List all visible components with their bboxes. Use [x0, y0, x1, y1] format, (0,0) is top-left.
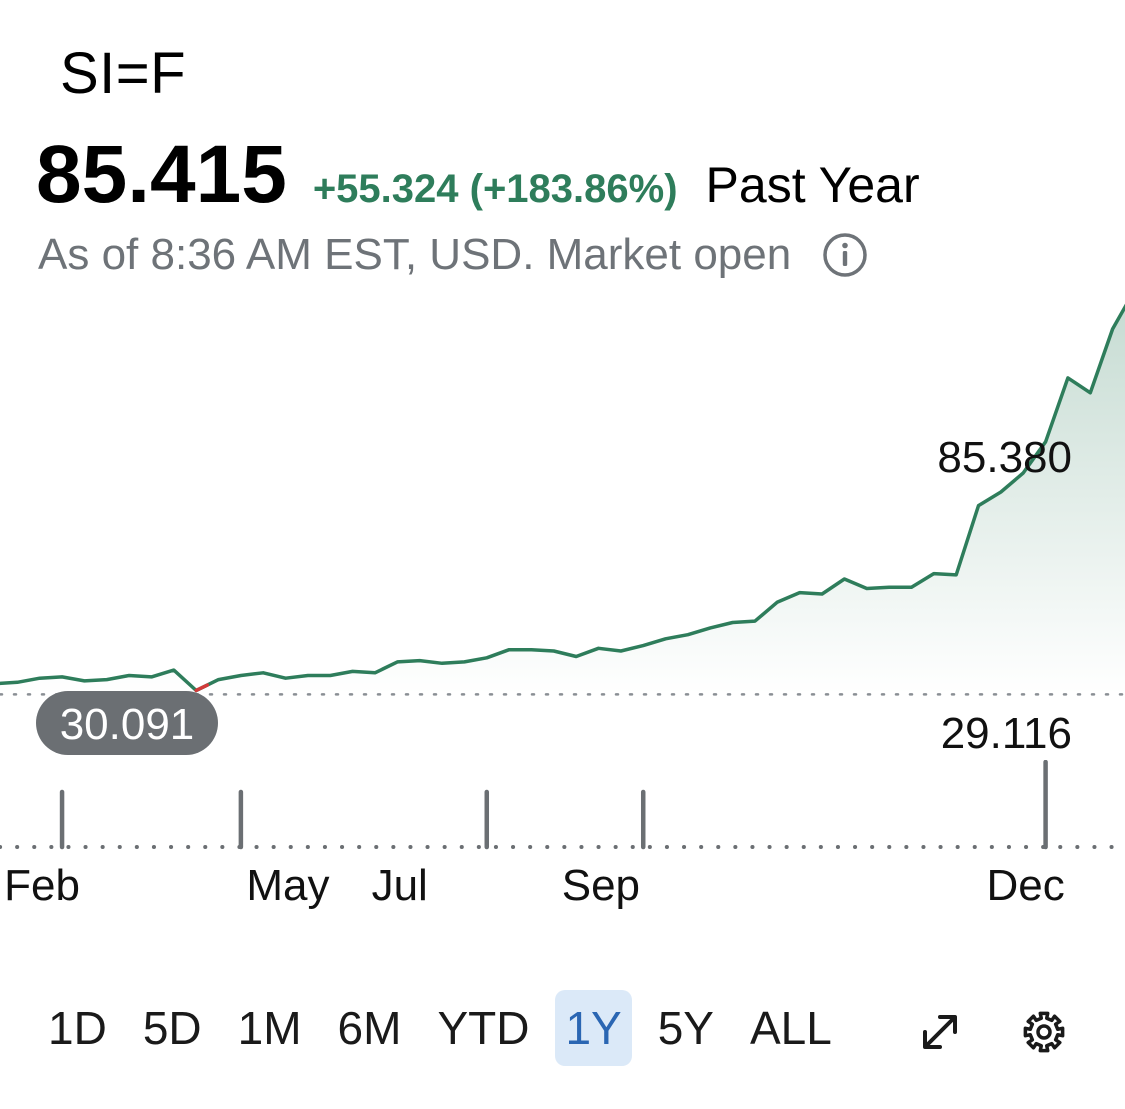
down-segment: [194, 683, 210, 693]
range-button-all[interactable]: ALL: [749, 1002, 832, 1054]
gear-icon[interactable]: [1020, 1008, 1068, 1056]
price-row: 85.415 +55.324 (+183.86%) Past Year: [36, 128, 920, 222]
as-of-text: As of 8:36 AM EST, USD. Market open: [38, 230, 792, 279]
ticker-symbol: SI=F: [60, 41, 187, 106]
period-label: Past Year: [705, 157, 920, 213]
start-value-label: 30.091: [60, 700, 195, 749]
x-tick-label: Sep: [562, 861, 640, 910]
info-icon[interactable]: [821, 231, 869, 279]
range-selector: 1D 5D 1M 6M YTD 1Y 5Y ALL: [38, 990, 858, 1066]
chart-area: [0, 307, 1125, 695]
range-button-1y[interactable]: 1Y: [555, 990, 632, 1066]
range-button-ytd[interactable]: YTD: [437, 1002, 530, 1054]
x-tick-label: May: [246, 861, 329, 910]
price-change: +55.324 (+183.86%): [312, 167, 678, 211]
range-button-5d[interactable]: 5D: [142, 1002, 202, 1054]
as-of-row: As of 8:36 AM EST, USD. Market open: [38, 230, 869, 280]
range-button-6m[interactable]: 6M: [337, 1002, 402, 1054]
start-value-pill: [36, 691, 218, 755]
current-price: 85.415: [36, 129, 287, 220]
range-button-1m[interactable]: 1M: [237, 1002, 302, 1054]
price-line: [0, 303, 1125, 693]
range-button-5y[interactable]: 5Y: [657, 1002, 714, 1054]
x-tick-label: Feb: [4, 861, 80, 910]
expand-icon[interactable]: [916, 1008, 964, 1056]
price-chart[interactable]: Feb May Jul Sep Dec 30.091 29.116 85.380: [0, 0, 1125, 960]
x-tick-label: Dec: [986, 861, 1064, 910]
reference-label-bg: [925, 700, 1085, 760]
high-value-label: 85.380: [937, 433, 1072, 482]
x-tick-label: Jul: [372, 861, 428, 910]
reference-value-label: 29.116: [941, 709, 1072, 758]
range-button-1d[interactable]: 1D: [48, 1002, 107, 1054]
